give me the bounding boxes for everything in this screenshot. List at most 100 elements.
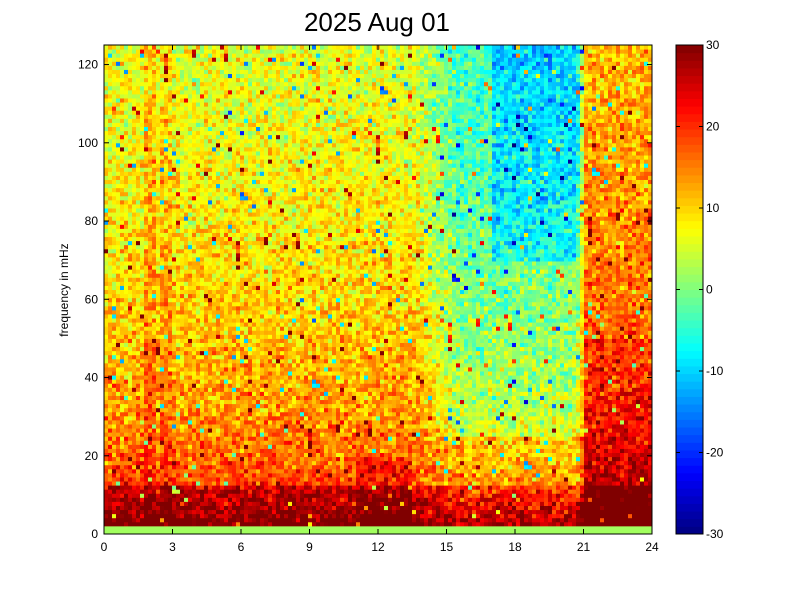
heatmap-cell	[252, 81, 257, 87]
heatmap-cell	[176, 334, 181, 339]
heatmap-cell	[160, 155, 165, 160]
heatmap-cell	[192, 269, 197, 274]
heatmap-cell	[212, 167, 217, 172]
heatmap-cell	[108, 399, 113, 405]
heatmap-cell	[228, 513, 233, 519]
heatmap-cell	[256, 440, 261, 445]
heatmap-cell	[200, 423, 205, 429]
heatmap-cell	[148, 122, 153, 127]
heatmap-cell	[124, 436, 129, 441]
heatmap-cell	[256, 114, 261, 119]
heatmap-cell	[224, 81, 229, 87]
heatmap-cell	[128, 436, 133, 441]
heatmap-cell	[228, 456, 233, 462]
heatmap-cell	[180, 159, 185, 164]
heatmap-cell	[256, 436, 261, 441]
heatmap-cell	[196, 322, 201, 327]
heatmap-cell	[180, 525, 185, 531]
heatmap-cell	[160, 383, 165, 388]
heatmap-cell	[128, 191, 133, 197]
heatmap-cell	[196, 521, 201, 527]
heatmap-cell	[244, 387, 249, 392]
heatmap-cell	[192, 444, 197, 449]
heatmap-cell	[224, 65, 229, 70]
heatmap-cell	[224, 301, 229, 307]
heatmap-cell	[168, 122, 173, 127]
heatmap-cell	[120, 252, 125, 258]
heatmap-cell	[104, 301, 109, 307]
heatmap-cell	[196, 399, 201, 405]
heatmap-cell	[196, 460, 201, 466]
heatmap-cell	[256, 448, 261, 454]
heatmap-cell	[240, 122, 245, 127]
heatmap-cell	[184, 505, 189, 511]
heatmap-cell	[152, 313, 157, 319]
heatmap-cell	[156, 371, 161, 376]
heatmap-cell	[268, 297, 273, 303]
heatmap-cell	[204, 277, 209, 282]
heatmap-cell	[244, 399, 249, 405]
heatmap-cell	[104, 293, 109, 299]
heatmap-cell	[220, 203, 225, 209]
heatmap-cell	[156, 366, 161, 372]
heatmap-cell	[112, 248, 117, 254]
heatmap-cell	[176, 309, 181, 315]
heatmap-cell	[268, 240, 273, 246]
heatmap-cell	[268, 334, 273, 339]
heatmap-cell	[184, 240, 189, 246]
heatmap-cell	[184, 428, 189, 433]
heatmap-cell	[148, 45, 153, 50]
heatmap-cell	[244, 85, 249, 91]
heatmap-cell	[252, 248, 257, 254]
heatmap-cell	[176, 281, 181, 286]
heatmap-cell	[112, 460, 117, 466]
heatmap-cell	[180, 97, 185, 103]
heatmap-cell	[148, 452, 153, 458]
heatmap-cell	[260, 391, 265, 396]
heatmap-cell	[204, 513, 209, 519]
heatmap-cell	[252, 330, 257, 335]
heatmap-cell	[136, 118, 141, 123]
heatmap-cell	[264, 77, 269, 83]
heatmap-cell	[128, 529, 133, 535]
heatmap-cell	[204, 146, 209, 152]
heatmap-cell	[140, 240, 145, 246]
heatmap-cell	[176, 379, 181, 384]
heatmap-cell	[232, 269, 237, 274]
heatmap-cell	[184, 419, 189, 425]
heatmap-cell	[184, 309, 189, 315]
heatmap-cell	[156, 277, 161, 282]
heatmap-cell	[236, 305, 241, 311]
heatmap-cell	[232, 346, 237, 352]
heatmap-cell	[156, 497, 161, 502]
heatmap-cell	[184, 399, 189, 405]
heatmap-cell	[184, 423, 189, 429]
heatmap-cell	[128, 448, 133, 454]
heatmap-cell	[260, 338, 265, 343]
heatmap-cell	[112, 260, 117, 266]
heatmap-cell	[140, 69, 145, 75]
heatmap-cell	[140, 138, 145, 144]
heatmap-cell	[256, 383, 261, 388]
heatmap-cell	[180, 289, 185, 295]
heatmap-cell	[252, 387, 257, 392]
heatmap-cell	[268, 366, 273, 372]
heatmap-cell	[244, 122, 249, 127]
heatmap-cell	[172, 150, 177, 156]
heatmap-cell	[224, 334, 229, 339]
heatmap-cell	[212, 216, 217, 221]
heatmap-cell	[212, 326, 217, 331]
heatmap-cell	[216, 309, 221, 315]
heatmap-cell	[232, 464, 237, 470]
heatmap-cell	[240, 358, 245, 364]
heatmap-cell	[236, 179, 241, 185]
heatmap-cell	[216, 49, 221, 54]
heatmap-cell	[112, 297, 117, 303]
heatmap-cell	[128, 305, 133, 311]
heatmap-cell	[108, 228, 113, 233]
heatmap-cell	[188, 102, 193, 107]
heatmap-cell	[240, 456, 245, 462]
heatmap-cell	[248, 362, 253, 368]
heatmap-cell	[200, 305, 205, 311]
heatmap-cell	[184, 293, 189, 299]
